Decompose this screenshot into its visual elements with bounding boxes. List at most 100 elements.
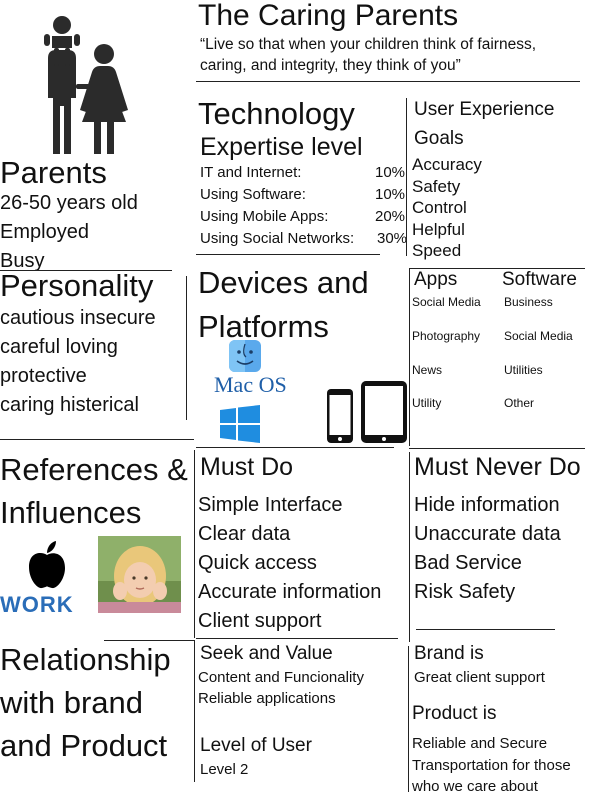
must-never-bottom-rule bbox=[416, 629, 555, 630]
must-do-list: Simple Interface Clear data Quick access… bbox=[198, 491, 381, 636]
must-never-list: Hide information Unaccurate data Bad Ser… bbox=[414, 491, 561, 607]
ux-goals-left-rule bbox=[406, 98, 407, 256]
seek-value-list: Content and Funcionality Reliable applic… bbox=[198, 667, 364, 709]
brand-value: Great client support bbox=[414, 669, 545, 686]
product-title: Product is bbox=[412, 703, 497, 724]
must-never-item: Unaccurate data bbox=[414, 523, 561, 545]
devices-subtitle: Platforms bbox=[198, 309, 329, 344]
must-do-title: Must Do bbox=[200, 453, 294, 481]
personality-trait-line: careful loving bbox=[0, 336, 118, 358]
references-right-rule bbox=[194, 450, 195, 638]
work-icon: WORK bbox=[0, 592, 74, 618]
ux-goals-list: Accuracy Safety Control Helpful Speed bbox=[412, 154, 482, 262]
must-do-item: Quick access bbox=[198, 552, 317, 574]
must-never-title: Must Never Do bbox=[414, 453, 581, 481]
apps-title: Apps bbox=[414, 269, 458, 290]
apps-left-rule bbox=[409, 268, 410, 446]
devices-title: Devices and bbox=[198, 265, 369, 300]
ux-goal-item: Control bbox=[412, 198, 467, 217]
technology-title: Technology bbox=[198, 96, 355, 131]
apps-item: Social Media bbox=[412, 295, 481, 309]
seek-value-item: Content and Funcionality bbox=[198, 669, 364, 686]
must-never-item: Hide information bbox=[414, 494, 560, 516]
relationship-right-rule bbox=[194, 640, 195, 782]
references-top-rule bbox=[0, 439, 194, 440]
technology-row-label: IT and Internet: bbox=[200, 164, 302, 181]
persona-details: 26-50 years old Employed Busy bbox=[0, 189, 138, 276]
must-never-item: Bad Service bbox=[414, 552, 522, 574]
technology-row-label: Using Mobile Apps: bbox=[200, 208, 329, 225]
persona-title: Parents bbox=[0, 155, 107, 190]
seek-top-rule bbox=[196, 638, 398, 639]
work-label: WORK bbox=[0, 592, 74, 617]
seek-value-item: Reliable applications bbox=[198, 690, 336, 707]
phone-icon bbox=[327, 389, 353, 443]
personality-right-rule bbox=[186, 276, 187, 420]
family-icon bbox=[44, 16, 128, 154]
personality-trait-line: cautious insecure bbox=[0, 307, 156, 329]
must-do-item: Client support bbox=[198, 610, 322, 632]
must-do-item: Accurate information bbox=[198, 581, 382, 603]
finder-icon bbox=[229, 340, 261, 372]
header-divider bbox=[196, 81, 580, 82]
tablet-icon bbox=[361, 381, 407, 443]
apple-icon bbox=[29, 541, 65, 589]
technology-row-label: Using Social Networks: bbox=[200, 230, 355, 247]
personality-traits: cautious insecure careful loving protect… bbox=[0, 304, 156, 420]
software-item: Social Media bbox=[504, 329, 573, 343]
technology-divider bbox=[196, 254, 380, 255]
persona-detail: Employed bbox=[0, 221, 89, 243]
references-subtitle: Influences bbox=[0, 495, 142, 530]
level-of-user-value: Level 2 bbox=[200, 761, 249, 778]
technology-table: IT and Internet: 10% Using Software: 10%… bbox=[200, 162, 410, 250]
ux-goal-item: Helpful bbox=[412, 219, 465, 239]
personality-title: Personality bbox=[0, 268, 154, 303]
technology-row: Using Software: 10% bbox=[200, 184, 410, 206]
persona-detail: Busy bbox=[0, 250, 45, 272]
software-title: Software bbox=[502, 269, 577, 290]
apps-top-rule bbox=[409, 268, 585, 269]
must-never-item: Risk Safety bbox=[414, 581, 516, 603]
technology-row-value: 20% bbox=[375, 208, 406, 225]
relationship-title-line-3: and Product bbox=[0, 728, 168, 763]
seek-value-title: Seek and Value bbox=[200, 643, 333, 664]
software-item: Utilities bbox=[504, 363, 543, 377]
references-title: References & bbox=[0, 452, 188, 487]
quote-line-2: caring, and integrity, they think of you… bbox=[200, 57, 461, 74]
technology-row-value: 30% bbox=[377, 230, 408, 247]
ux-goals-subtitle: Goals bbox=[414, 128, 464, 149]
software-item: Other bbox=[504, 396, 535, 410]
must-do-item: Simple Interface bbox=[198, 494, 343, 516]
software-item: Business bbox=[504, 295, 553, 309]
apps-item: News bbox=[412, 363, 443, 377]
product-line: Transportation for those bbox=[412, 756, 571, 774]
technology-row: IT and Internet: 10% bbox=[200, 162, 410, 184]
product-lines: Reliable and Secure Transportation for t… bbox=[412, 733, 571, 794]
personality-top-rule bbox=[0, 270, 172, 271]
relationship-top-rule bbox=[104, 640, 194, 641]
brand-title: Brand is bbox=[414, 643, 484, 664]
macos-label: Mac OS bbox=[214, 372, 287, 397]
technology-subtitle: Expertise level bbox=[200, 133, 363, 161]
personality-trait-line: protective bbox=[0, 365, 87, 387]
must-never-left-rule bbox=[409, 452, 410, 642]
child-photo bbox=[98, 536, 181, 613]
apps-item: Utility bbox=[412, 396, 442, 410]
must-do-top-rule bbox=[196, 447, 394, 448]
ux-goal-item: Accuracy bbox=[412, 155, 482, 174]
relationship-title: Relationship bbox=[0, 642, 171, 677]
relationship-title-line-2: with brand bbox=[0, 685, 144, 720]
technology-row: Using Social Networks: 30% bbox=[200, 228, 410, 250]
product-line: Reliable and Secure bbox=[412, 735, 548, 752]
brand-left-rule bbox=[408, 646, 409, 792]
technology-row-label: Using Software: bbox=[200, 186, 306, 203]
technology-row: Using Mobile Apps: 20% bbox=[200, 206, 410, 228]
ux-goal-item: Safety bbox=[412, 176, 461, 196]
ux-goals-title: User Experience bbox=[414, 99, 555, 120]
page-title: The Caring Parents bbox=[198, 0, 459, 32]
ux-goal-item: Speed bbox=[412, 241, 462, 260]
technology-row-value: 10% bbox=[375, 164, 406, 181]
windows-icon bbox=[220, 405, 260, 443]
must-never-top-rule bbox=[409, 448, 585, 449]
